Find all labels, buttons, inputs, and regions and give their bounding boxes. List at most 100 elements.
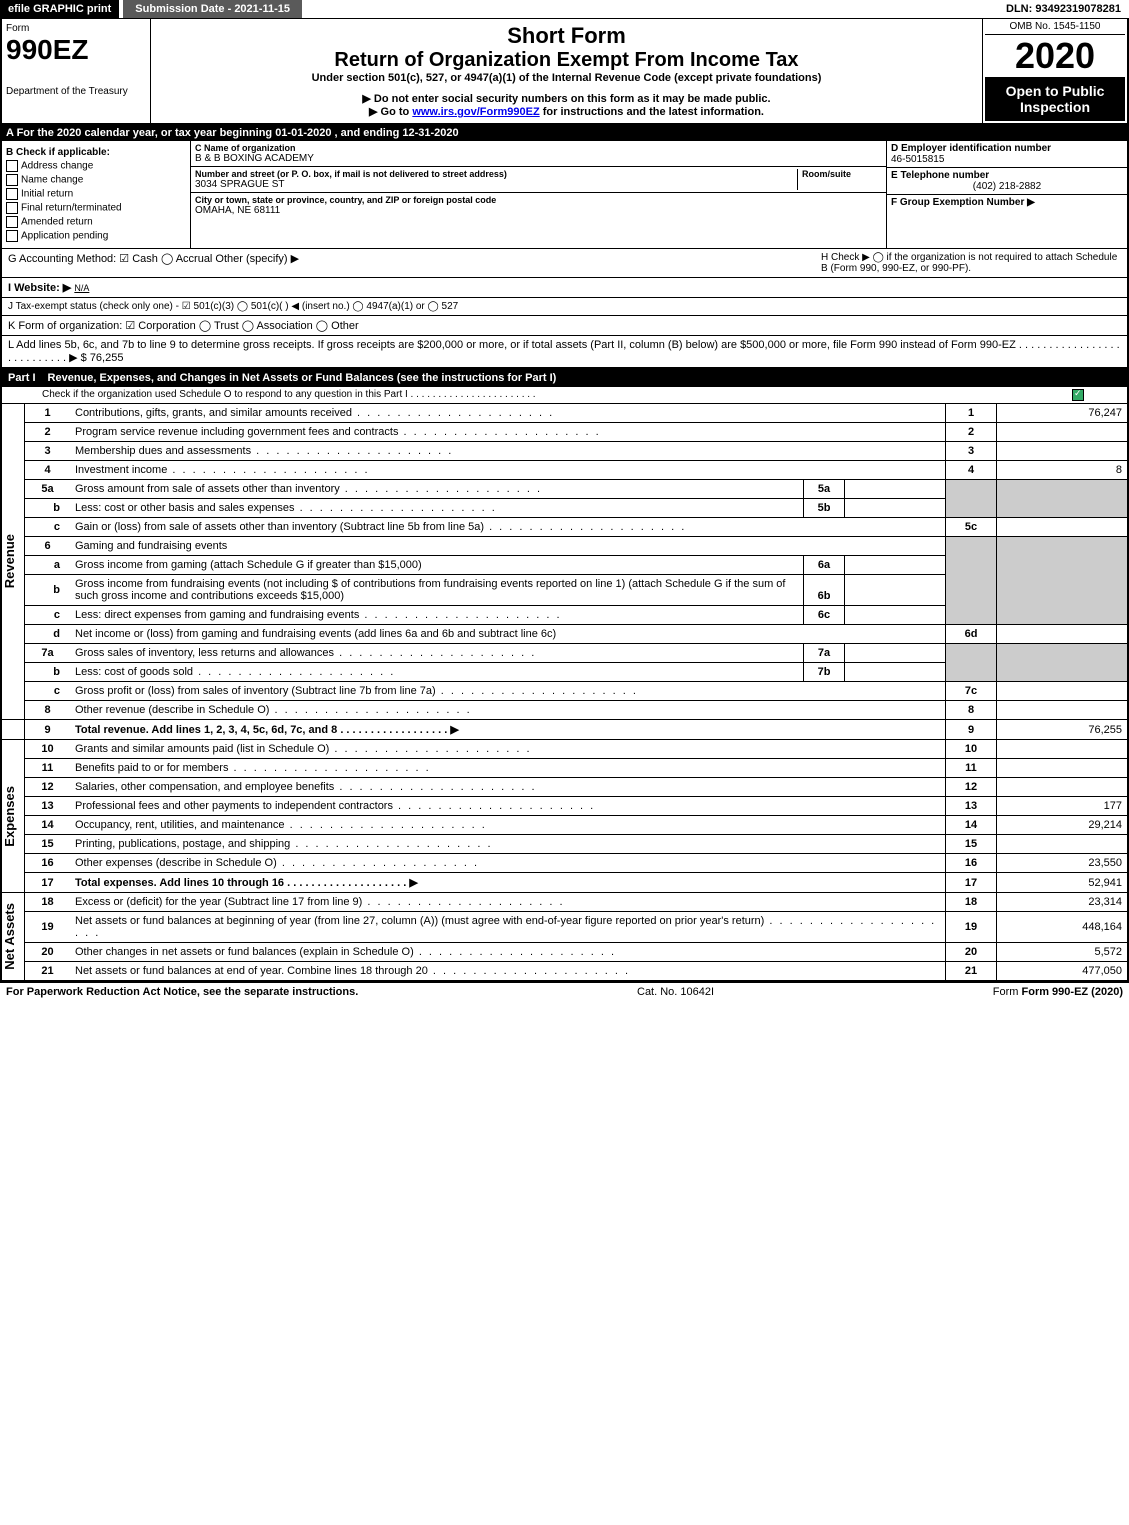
line-5a-desc: Gross amount from sale of assets other t… bbox=[70, 480, 804, 499]
tax-year: 2020 bbox=[985, 35, 1125, 77]
part1-title: Revenue, Expenses, and Changes in Net As… bbox=[48, 372, 557, 384]
line-20-box: 20 bbox=[946, 943, 997, 962]
org-name-value: B & B BOXING ACADEMY bbox=[195, 153, 882, 164]
line-16-desc: Other expenses (describe in Schedule O) bbox=[70, 854, 946, 873]
line-h: H Check ▶ ◯ if the organization is not r… bbox=[821, 252, 1121, 274]
line-21-amount: 477,050 bbox=[997, 962, 1129, 981]
expenses-vertical-label: Expenses bbox=[1, 740, 25, 893]
line-9-box: 9 bbox=[946, 720, 997, 740]
org-name-label: C Name of organization bbox=[195, 143, 882, 153]
line-5b-desc: Less: cost or other basis and sales expe… bbox=[70, 499, 804, 518]
line-4-amount: 8 bbox=[997, 461, 1129, 480]
group-block: F Group Exemption Number ▶ bbox=[887, 195, 1127, 210]
line-10-box: 10 bbox=[946, 740, 997, 759]
line-19-num: 19 bbox=[25, 912, 71, 943]
right-column: D Employer identification number 46-5015… bbox=[886, 141, 1127, 248]
line-16-num: 16 bbox=[25, 854, 71, 873]
line-3-box: 3 bbox=[946, 442, 997, 461]
form-number: 990EZ bbox=[6, 34, 146, 66]
line-14-desc: Occupancy, rent, utilities, and maintena… bbox=[70, 816, 946, 835]
line-6b-num: b bbox=[25, 575, 71, 606]
part1-header: Part I Revenue, Expenses, and Changes in… bbox=[0, 369, 1129, 387]
line-8-box: 8 bbox=[946, 701, 997, 720]
line-13-desc: Professional fees and other payments to … bbox=[70, 797, 946, 816]
revenue-vert-end bbox=[1, 720, 25, 740]
check-address-change[interactable]: Address change bbox=[6, 160, 186, 172]
line-4-desc: Investment income bbox=[70, 461, 946, 480]
line-12-desc: Salaries, other compensation, and employ… bbox=[70, 778, 946, 797]
org-name-row: C Name of organization B & B BOXING ACAD… bbox=[191, 141, 886, 167]
addr-value: 3034 SPRAGUE ST bbox=[195, 179, 797, 190]
line-7ab-shaded bbox=[946, 644, 997, 682]
line-9-amount: 76,255 bbox=[997, 720, 1129, 740]
schedule-o-checkbox[interactable] bbox=[1072, 389, 1084, 401]
line-6a-ibox: 6a bbox=[804, 556, 845, 575]
line-8-num: 8 bbox=[25, 701, 71, 720]
ein-block: D Employer identification number 46-5015… bbox=[887, 141, 1127, 168]
line-6-desc: Gaming and fundraising events bbox=[70, 537, 946, 556]
line-6d-num: d bbox=[25, 625, 71, 644]
info-rows: G Accounting Method: ☑ Cash ◯ Accrual Ot… bbox=[0, 248, 1129, 369]
line-4-box: 4 bbox=[946, 461, 997, 480]
header-right: OMB No. 1545-1150 2020 Open to Public In… bbox=[982, 19, 1127, 123]
line-6c-iamt bbox=[845, 606, 946, 625]
efile-badge: efile GRAPHIC print bbox=[0, 0, 119, 18]
line-6-num: 6 bbox=[25, 537, 71, 556]
line-12-num: 12 bbox=[25, 778, 71, 797]
check-initial-return[interactable]: Initial return bbox=[6, 188, 186, 200]
line-17-num: 17 bbox=[25, 873, 71, 893]
line-7a-iamt bbox=[845, 644, 946, 663]
ein-label: D Employer identification number bbox=[891, 143, 1123, 154]
part1-check-note-row: Check if the organization used Schedule … bbox=[0, 387, 1129, 403]
line-20-num: 20 bbox=[25, 943, 71, 962]
check-name-change[interactable]: Name change bbox=[6, 174, 186, 186]
line-g-h-row: G Accounting Method: ☑ Cash ◯ Accrual Ot… bbox=[2, 249, 1127, 278]
org-column: C Name of organization B & B BOXING ACAD… bbox=[191, 141, 886, 248]
phone-value: (402) 218-2882 bbox=[891, 181, 1123, 192]
line-20-amount: 5,572 bbox=[997, 943, 1129, 962]
line-5ab-shaded bbox=[946, 480, 997, 518]
line-7b-iamt bbox=[845, 663, 946, 682]
line-14-num: 14 bbox=[25, 816, 71, 835]
line-7a-num: 7a bbox=[25, 644, 71, 663]
line-i-prefix: I Website: ▶ bbox=[8, 282, 71, 294]
main-title: Return of Organization Exempt From Incom… bbox=[155, 49, 978, 72]
line-19-amount: 448,164 bbox=[997, 912, 1129, 943]
line-6c-desc: Less: direct expenses from gaming and fu… bbox=[70, 606, 804, 625]
line-13-amount: 177 bbox=[997, 797, 1129, 816]
public-note: ▶ Do not enter social security numbers o… bbox=[155, 92, 978, 105]
line-7c-num: c bbox=[25, 682, 71, 701]
line-2-num: 2 bbox=[25, 423, 71, 442]
netassets-vertical-label: Net Assets bbox=[1, 893, 25, 981]
line-13-box: 13 bbox=[946, 797, 997, 816]
check-amended-return[interactable]: Amended return bbox=[6, 216, 186, 228]
line-15-box: 15 bbox=[946, 835, 997, 854]
irs-link[interactable]: www.irs.gov/Form990EZ bbox=[412, 106, 539, 118]
line-6c-num: c bbox=[25, 606, 71, 625]
line-7c-desc: Gross profit or (loss) from sales of inv… bbox=[70, 682, 946, 701]
line-3-desc: Membership dues and assessments bbox=[70, 442, 946, 461]
check-application-pending[interactable]: Application pending bbox=[6, 230, 186, 242]
line-2-amount bbox=[997, 423, 1129, 442]
line-1-box: 1 bbox=[946, 404, 997, 423]
omb-number: OMB No. 1545-1150 bbox=[985, 21, 1125, 35]
line-i-value: N/A bbox=[74, 283, 89, 293]
check-final-return[interactable]: Final return/terminated bbox=[6, 202, 186, 214]
line-9-desc: Total revenue. Add lines 1, 2, 3, 4, 5c,… bbox=[70, 720, 946, 740]
line-1-desc: Contributions, gifts, grants, and simila… bbox=[70, 404, 946, 423]
check-header: B Check if applicable: bbox=[6, 147, 186, 158]
line-9-num: 9 bbox=[25, 720, 71, 740]
short-form-title: Short Form bbox=[155, 23, 978, 49]
dln-label: DLN: 93492319078281 bbox=[1006, 3, 1129, 15]
phone-label: E Telephone number bbox=[891, 170, 1123, 181]
line-18-amount: 23,314 bbox=[997, 893, 1129, 912]
tax-year-period: A For the 2020 calendar year, or tax yea… bbox=[0, 125, 1129, 141]
line-5b-iamt bbox=[845, 499, 946, 518]
line-18-box: 18 bbox=[946, 893, 997, 912]
line-17-desc: Total expenses. Add lines 10 through 16 … bbox=[70, 873, 946, 893]
line-7c-box: 7c bbox=[946, 682, 997, 701]
line-5c-amount bbox=[997, 518, 1129, 537]
line-7ab-shaded-amt bbox=[997, 644, 1129, 682]
header-left: Form 990EZ Department of the Treasury bbox=[2, 19, 151, 123]
line-14-amount: 29,214 bbox=[997, 816, 1129, 835]
